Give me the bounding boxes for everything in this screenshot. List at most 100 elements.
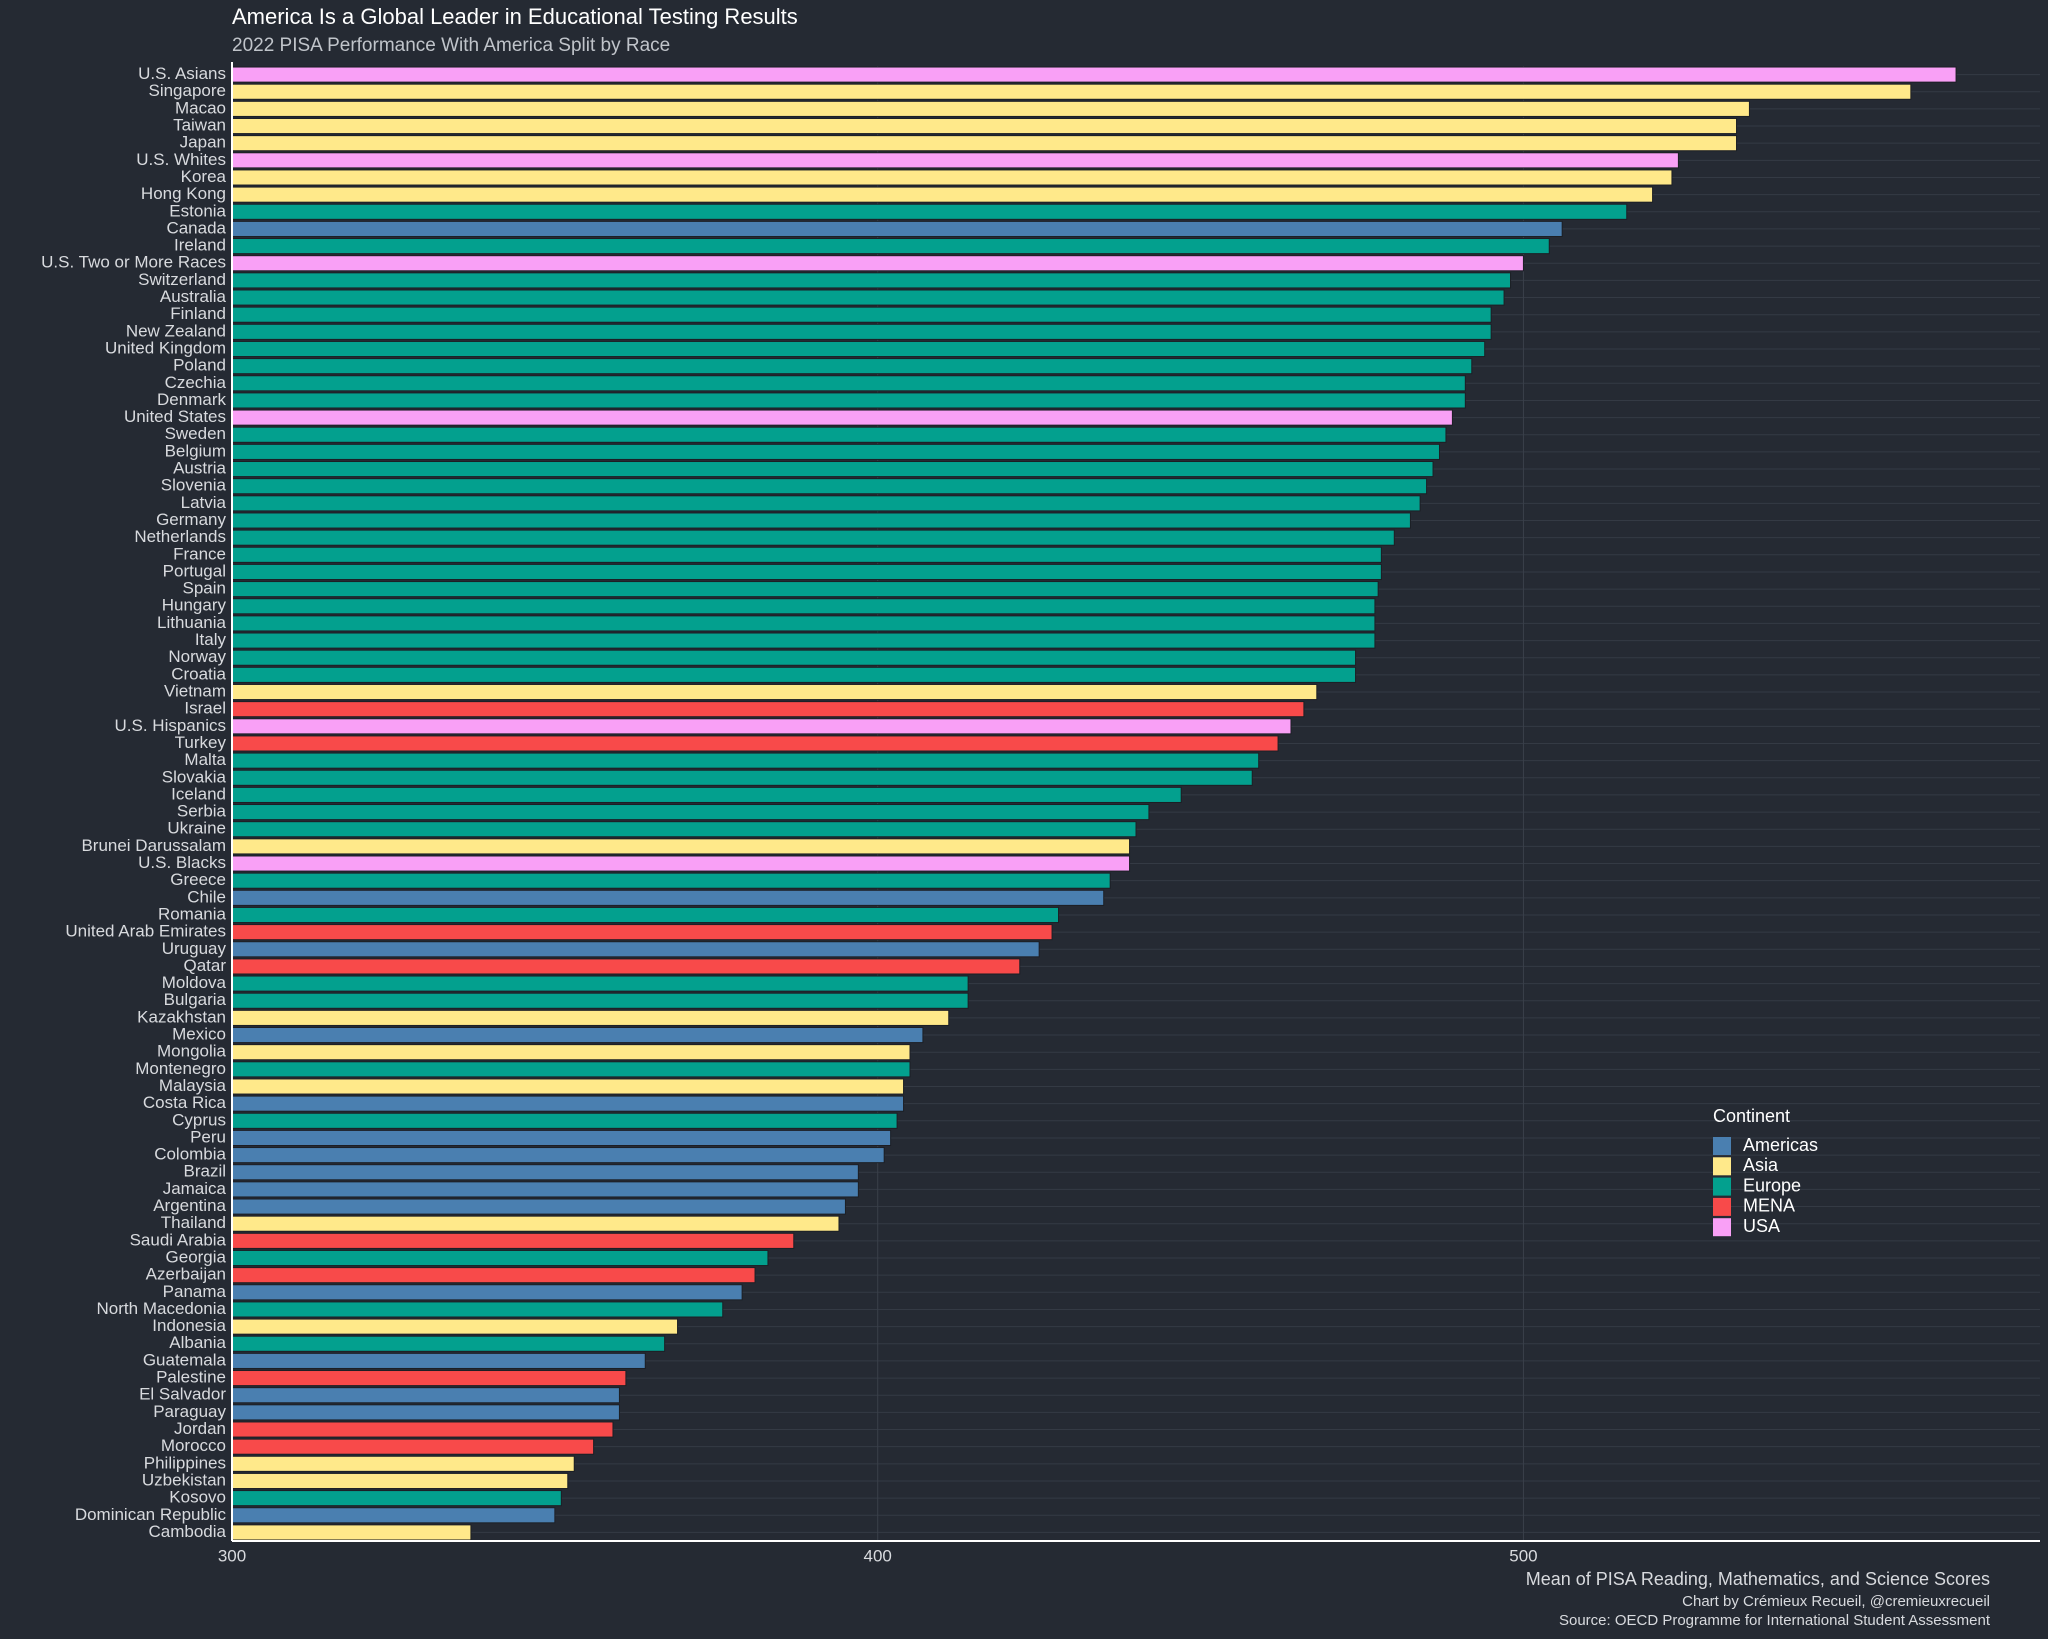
bar <box>231 632 1376 649</box>
y-tick-label: U.S. Whites <box>136 150 226 169</box>
bar <box>231 289 1505 306</box>
y-tick-label: Kazakhstan <box>137 1007 226 1026</box>
y-tick-label: Moldova <box>162 973 227 992</box>
y-tick-label: U.S. Blacks <box>138 853 226 872</box>
y-tick-label: Peru <box>190 1127 226 1146</box>
bar <box>231 1335 666 1352</box>
bar <box>231 1370 627 1387</box>
y-tick-label: Singapore <box>148 81 226 100</box>
bar <box>231 512 1411 529</box>
y-tick-label: France <box>173 544 226 563</box>
y-tick-label: Macao <box>175 98 226 117</box>
y-tick-label: Croatia <box>171 664 226 683</box>
bar <box>231 306 1492 323</box>
y-tick-label: Philippines <box>144 1453 226 1472</box>
y-tick-label: Finland <box>170 304 226 323</box>
bar <box>231 941 1040 958</box>
bar <box>231 872 1111 889</box>
bar <box>231 1524 472 1541</box>
y-tick-label: Albania <box>169 1333 226 1352</box>
y-tick-label: United Kingdom <box>105 338 226 357</box>
bar <box>231 358 1473 375</box>
legend-swatch <box>1713 1137 1731 1155</box>
bar <box>231 1507 556 1524</box>
y-tick-label: Portugal <box>163 561 226 580</box>
bar <box>231 375 1466 392</box>
bar <box>231 1061 911 1078</box>
bar <box>231 1078 905 1095</box>
y-tick-label: Iceland <box>171 784 226 803</box>
bar <box>231 889 1105 906</box>
y-tick-label: El Salvador <box>139 1385 226 1404</box>
y-tick-label: Ireland <box>174 236 226 255</box>
bar <box>231 1181 859 1198</box>
bar <box>231 855 1131 872</box>
y-tick-label: Hong Kong <box>141 184 226 203</box>
bar <box>231 83 1912 100</box>
y-tick-label: Korea <box>181 167 227 186</box>
y-tick-label: Vietnam <box>164 682 226 701</box>
y-tick-label: Uzbekistan <box>142 1470 226 1489</box>
y-tick-label: Malaysia <box>159 1076 227 1095</box>
y-tick-label: Cyprus <box>172 1110 226 1129</box>
y-tick-label: Belgium <box>165 441 226 460</box>
bar <box>231 718 1292 735</box>
legend-swatch <box>1713 1197 1731 1216</box>
y-tick-label: Czechia <box>165 373 227 392</box>
y-tick-label: Switzerland <box>138 270 226 289</box>
bar <box>231 66 1957 83</box>
y-tick-label: Slovakia <box>162 767 227 786</box>
bar <box>231 1095 905 1112</box>
bar <box>231 1249 769 1267</box>
bar <box>231 804 1150 821</box>
caption: Source: OECD Programme for International… <box>1559 1612 1991 1629</box>
y-tick-label: Canada <box>166 218 226 237</box>
y-tick-label: Denmark <box>157 390 226 409</box>
bar <box>231 1284 743 1301</box>
bar <box>231 1044 911 1061</box>
bar <box>231 666 1357 683</box>
y-tick-label: Saudi Arabia <box>130 1230 227 1249</box>
y-tick-label: Turkey <box>175 733 227 752</box>
bar <box>231 906 1060 924</box>
bar <box>231 752 1260 769</box>
y-tick-label: New Zealand <box>126 321 226 340</box>
y-tick-label: Uruguay <box>162 939 227 958</box>
bar <box>231 203 1628 220</box>
bar <box>231 1147 885 1164</box>
bar <box>231 1009 950 1026</box>
y-tick-label: North Macedonia <box>97 1299 227 1318</box>
y-tick-label: Bulgaria <box>164 990 227 1009</box>
chart-title: America Is a Global Leader in Educationa… <box>232 4 798 29</box>
y-tick-label: Hungary <box>162 596 227 615</box>
legend-swatch <box>1713 1157 1731 1176</box>
bar <box>231 1215 840 1232</box>
legend-label: Americas <box>1743 1135 1818 1155</box>
y-tick-label: Australia <box>160 287 227 306</box>
y-tick-label: United States <box>124 407 226 426</box>
y-tick-label: United Arab Emirates <box>65 922 226 941</box>
y-tick-label: Costa Rica <box>143 1093 227 1112</box>
bar <box>231 152 1679 169</box>
y-tick-label: Jamaica <box>163 1179 227 1198</box>
y-tick-label: Panama <box>163 1282 227 1301</box>
y-tick-label: Montenegro <box>135 1059 226 1078</box>
bar <box>231 1318 679 1335</box>
bar <box>231 135 1738 152</box>
bar <box>231 1404 620 1421</box>
bar <box>231 649 1357 666</box>
bar <box>231 478 1428 495</box>
y-tick-label: Colombia <box>154 1145 226 1164</box>
bar <box>231 769 1253 786</box>
y-tick-label: Sweden <box>165 424 226 443</box>
y-tick-label: U.S. Two or More Races <box>41 253 226 272</box>
y-tick-label: Italy <box>195 630 227 649</box>
bar <box>231 1112 898 1129</box>
bar <box>231 392 1466 409</box>
bar <box>231 1352 646 1369</box>
bar <box>231 323 1492 340</box>
y-tick-label: Germany <box>156 510 226 529</box>
legend-label: USA <box>1743 1216 1780 1236</box>
bar <box>231 1472 569 1490</box>
bar <box>231 169 1673 186</box>
